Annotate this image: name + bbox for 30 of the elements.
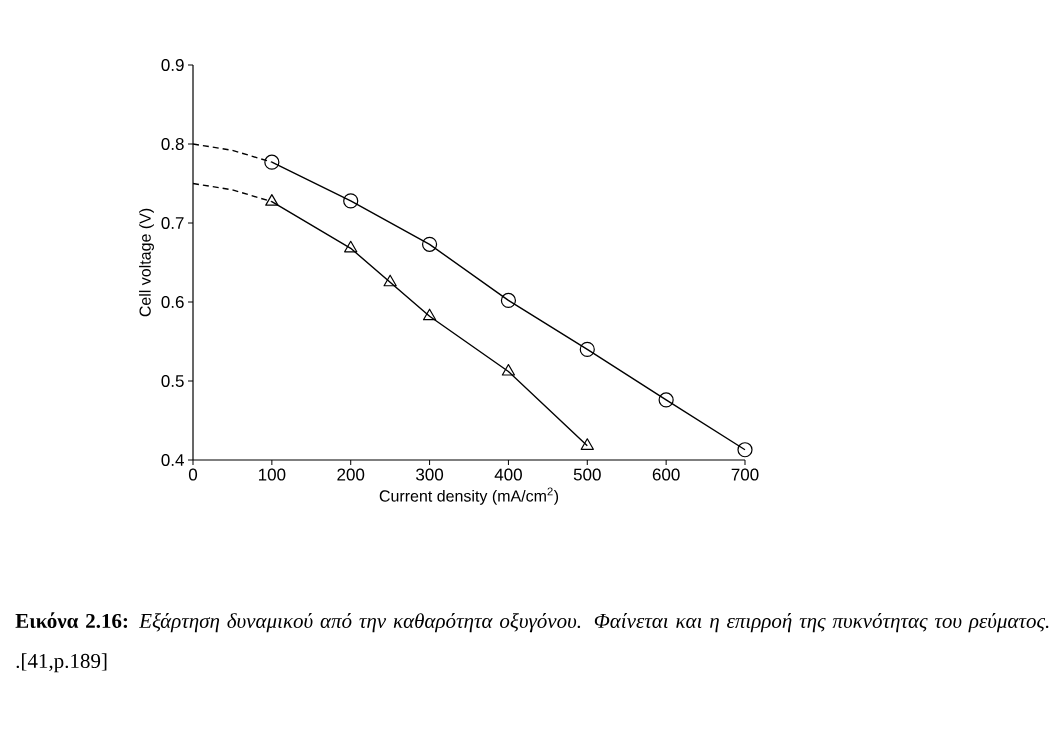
point: [344, 240, 358, 253]
y-tick-label: 0.6: [161, 295, 184, 309]
y-tick-label: 0.5: [161, 374, 184, 388]
point: [501, 363, 516, 376]
x-axis-title: Current density (mA/cm$^{2}$): [379, 487, 559, 505]
y-tick-label: 0.4: [161, 453, 184, 467]
x-tick-label: 0: [188, 468, 198, 481]
point: [264, 154, 280, 170]
point: [737, 442, 753, 458]
x-tick-label: 400: [494, 468, 522, 481]
point: [383, 274, 397, 287]
x-tick-label: 700: [731, 468, 759, 481]
x-tick-label: 200: [337, 468, 365, 481]
x-tick-label: 100: [258, 468, 286, 481]
text: Εικόνα 2.16: Εξάρτηση δυναμικού από την καθαρότητα οξυγόνου. Φαίνεται και η επιρροή της πυκνότητας του ρεύματος. .[41,p.189]: [15, 612, 1049, 673]
y-axis-title: Cell voltage (V): [139, 208, 154, 317]
point: [579, 341, 595, 357]
point: [343, 193, 359, 209]
point: [580, 438, 594, 450]
point: [265, 194, 279, 206]
y-tick-label: 0.9: [161, 58, 184, 72]
point: [421, 236, 438, 252]
y-tick-label: 0.7: [161, 216, 184, 230]
x-tick-label: 600: [652, 468, 680, 481]
x-tick-label: 500: [573, 468, 601, 481]
point: [422, 308, 437, 321]
point: [658, 392, 674, 408]
y-tick-label: 0.8: [161, 137, 184, 151]
point: [500, 292, 517, 309]
x-tick-label: 300: [416, 468, 444, 481]
